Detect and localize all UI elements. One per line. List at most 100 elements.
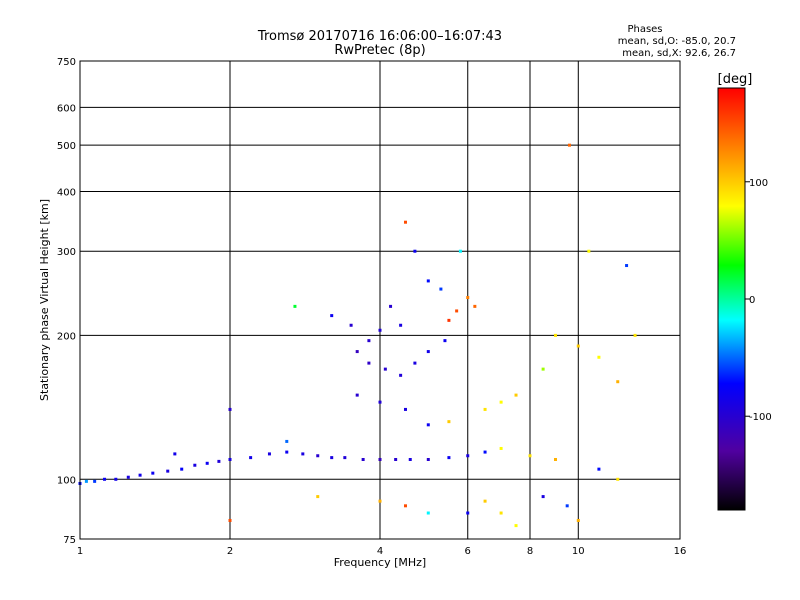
data-point — [361, 457, 365, 461]
data-point — [587, 249, 591, 253]
data-point — [316, 495, 320, 499]
data-point — [330, 456, 334, 460]
data-point — [193, 463, 197, 467]
data-point — [447, 420, 451, 424]
y-tick-labels: 75 100 200 300 400 500 600 750 — [57, 57, 76, 546]
x-tick-label: 16 — [674, 546, 687, 557]
y-tick-label: 300 — [57, 247, 76, 258]
data-point — [499, 446, 503, 450]
data-point — [285, 439, 289, 443]
data-point — [84, 479, 88, 483]
data-point — [403, 504, 407, 508]
data-point — [528, 454, 532, 458]
data-point — [228, 457, 232, 461]
colorbar-label: [deg] — [718, 72, 753, 87]
phase-box-title: Phases — [627, 24, 662, 35]
data-point — [249, 456, 253, 460]
data-point — [597, 467, 601, 471]
colorbar — [717, 87, 746, 511]
data-point — [447, 456, 451, 460]
y-tick-label: 200 — [57, 331, 76, 342]
x-tick-label: 4 — [377, 546, 383, 557]
data-point — [180, 467, 184, 471]
data-point — [355, 393, 359, 397]
data-point — [483, 450, 487, 454]
data-point — [126, 475, 130, 479]
data-point — [447, 318, 451, 322]
data-point — [483, 407, 487, 411]
data-point — [389, 304, 393, 308]
data-point — [616, 477, 620, 481]
data-point — [625, 264, 629, 268]
y-tick-label: 500 — [57, 141, 76, 152]
data-point — [426, 279, 430, 283]
data-point — [426, 350, 430, 354]
data-point — [93, 479, 97, 483]
plot-frame — [79, 60, 681, 540]
data-point — [138, 473, 142, 477]
data-point — [576, 344, 580, 348]
data-point — [228, 407, 232, 411]
data-point — [458, 249, 462, 253]
colorbar-ticks: 100 0 -100 — [745, 178, 772, 423]
data-point — [576, 518, 580, 522]
x-tick-label: 8 — [527, 546, 533, 557]
chart-subtitle: RwPretec (8p) — [334, 43, 425, 58]
data-point — [293, 304, 297, 308]
data-point — [443, 339, 447, 343]
x-tick-label: 10 — [572, 546, 585, 557]
data-point — [439, 287, 443, 291]
data-point — [567, 143, 571, 147]
y-tick-label: 600 — [57, 103, 76, 114]
data-point — [553, 457, 557, 461]
data-point — [228, 518, 232, 522]
data-point — [316, 454, 320, 458]
data-point — [205, 461, 209, 465]
data-point — [355, 350, 359, 354]
y-tick-label: 100 — [57, 475, 76, 486]
data-point — [541, 367, 545, 371]
data-point — [466, 511, 470, 515]
data-point — [426, 457, 430, 461]
data-point — [399, 323, 403, 327]
data-point — [466, 454, 470, 458]
data-point — [166, 469, 170, 473]
phase-mean-x: mean, sd,X: 92.6, 26.7 — [622, 48, 736, 59]
data-point — [349, 323, 353, 327]
data-point — [103, 477, 107, 481]
data-point — [114, 477, 118, 481]
data-point — [367, 361, 371, 365]
data-point — [553, 333, 557, 337]
data-point — [343, 456, 347, 460]
data-point — [151, 471, 155, 475]
data-point — [633, 333, 637, 337]
data-point — [483, 499, 487, 503]
data-point — [267, 452, 271, 456]
data-point — [499, 400, 503, 404]
data-point — [378, 328, 382, 332]
data-point — [399, 373, 403, 377]
data-point — [408, 457, 412, 461]
data-point — [403, 407, 407, 411]
data-point — [499, 511, 503, 515]
data-point — [616, 380, 620, 384]
data-point — [378, 457, 382, 461]
data-point — [426, 511, 430, 515]
x-tick-labels: 1 2 4 6 8 10 16 — [77, 546, 687, 557]
data-point — [367, 339, 371, 343]
data-point — [473, 304, 477, 308]
y-tick-label: 750 — [57, 57, 76, 68]
grid — [80, 61, 680, 539]
colorbar-tick-label: -100 — [749, 412, 772, 423]
phase-mean-o: mean, sd,O: -85.0, 20.7 — [618, 36, 736, 47]
data-point — [403, 220, 407, 224]
x-tick-label: 1 — [77, 546, 83, 557]
data-point — [426, 423, 430, 427]
data-point — [597, 355, 601, 359]
data-point — [378, 499, 382, 503]
data-point — [413, 249, 417, 253]
x-tick-label: 2 — [227, 546, 233, 557]
chart-title: Tromsø 20170716 16:06:00–16:07:43 — [257, 29, 502, 44]
data-point — [514, 524, 518, 528]
